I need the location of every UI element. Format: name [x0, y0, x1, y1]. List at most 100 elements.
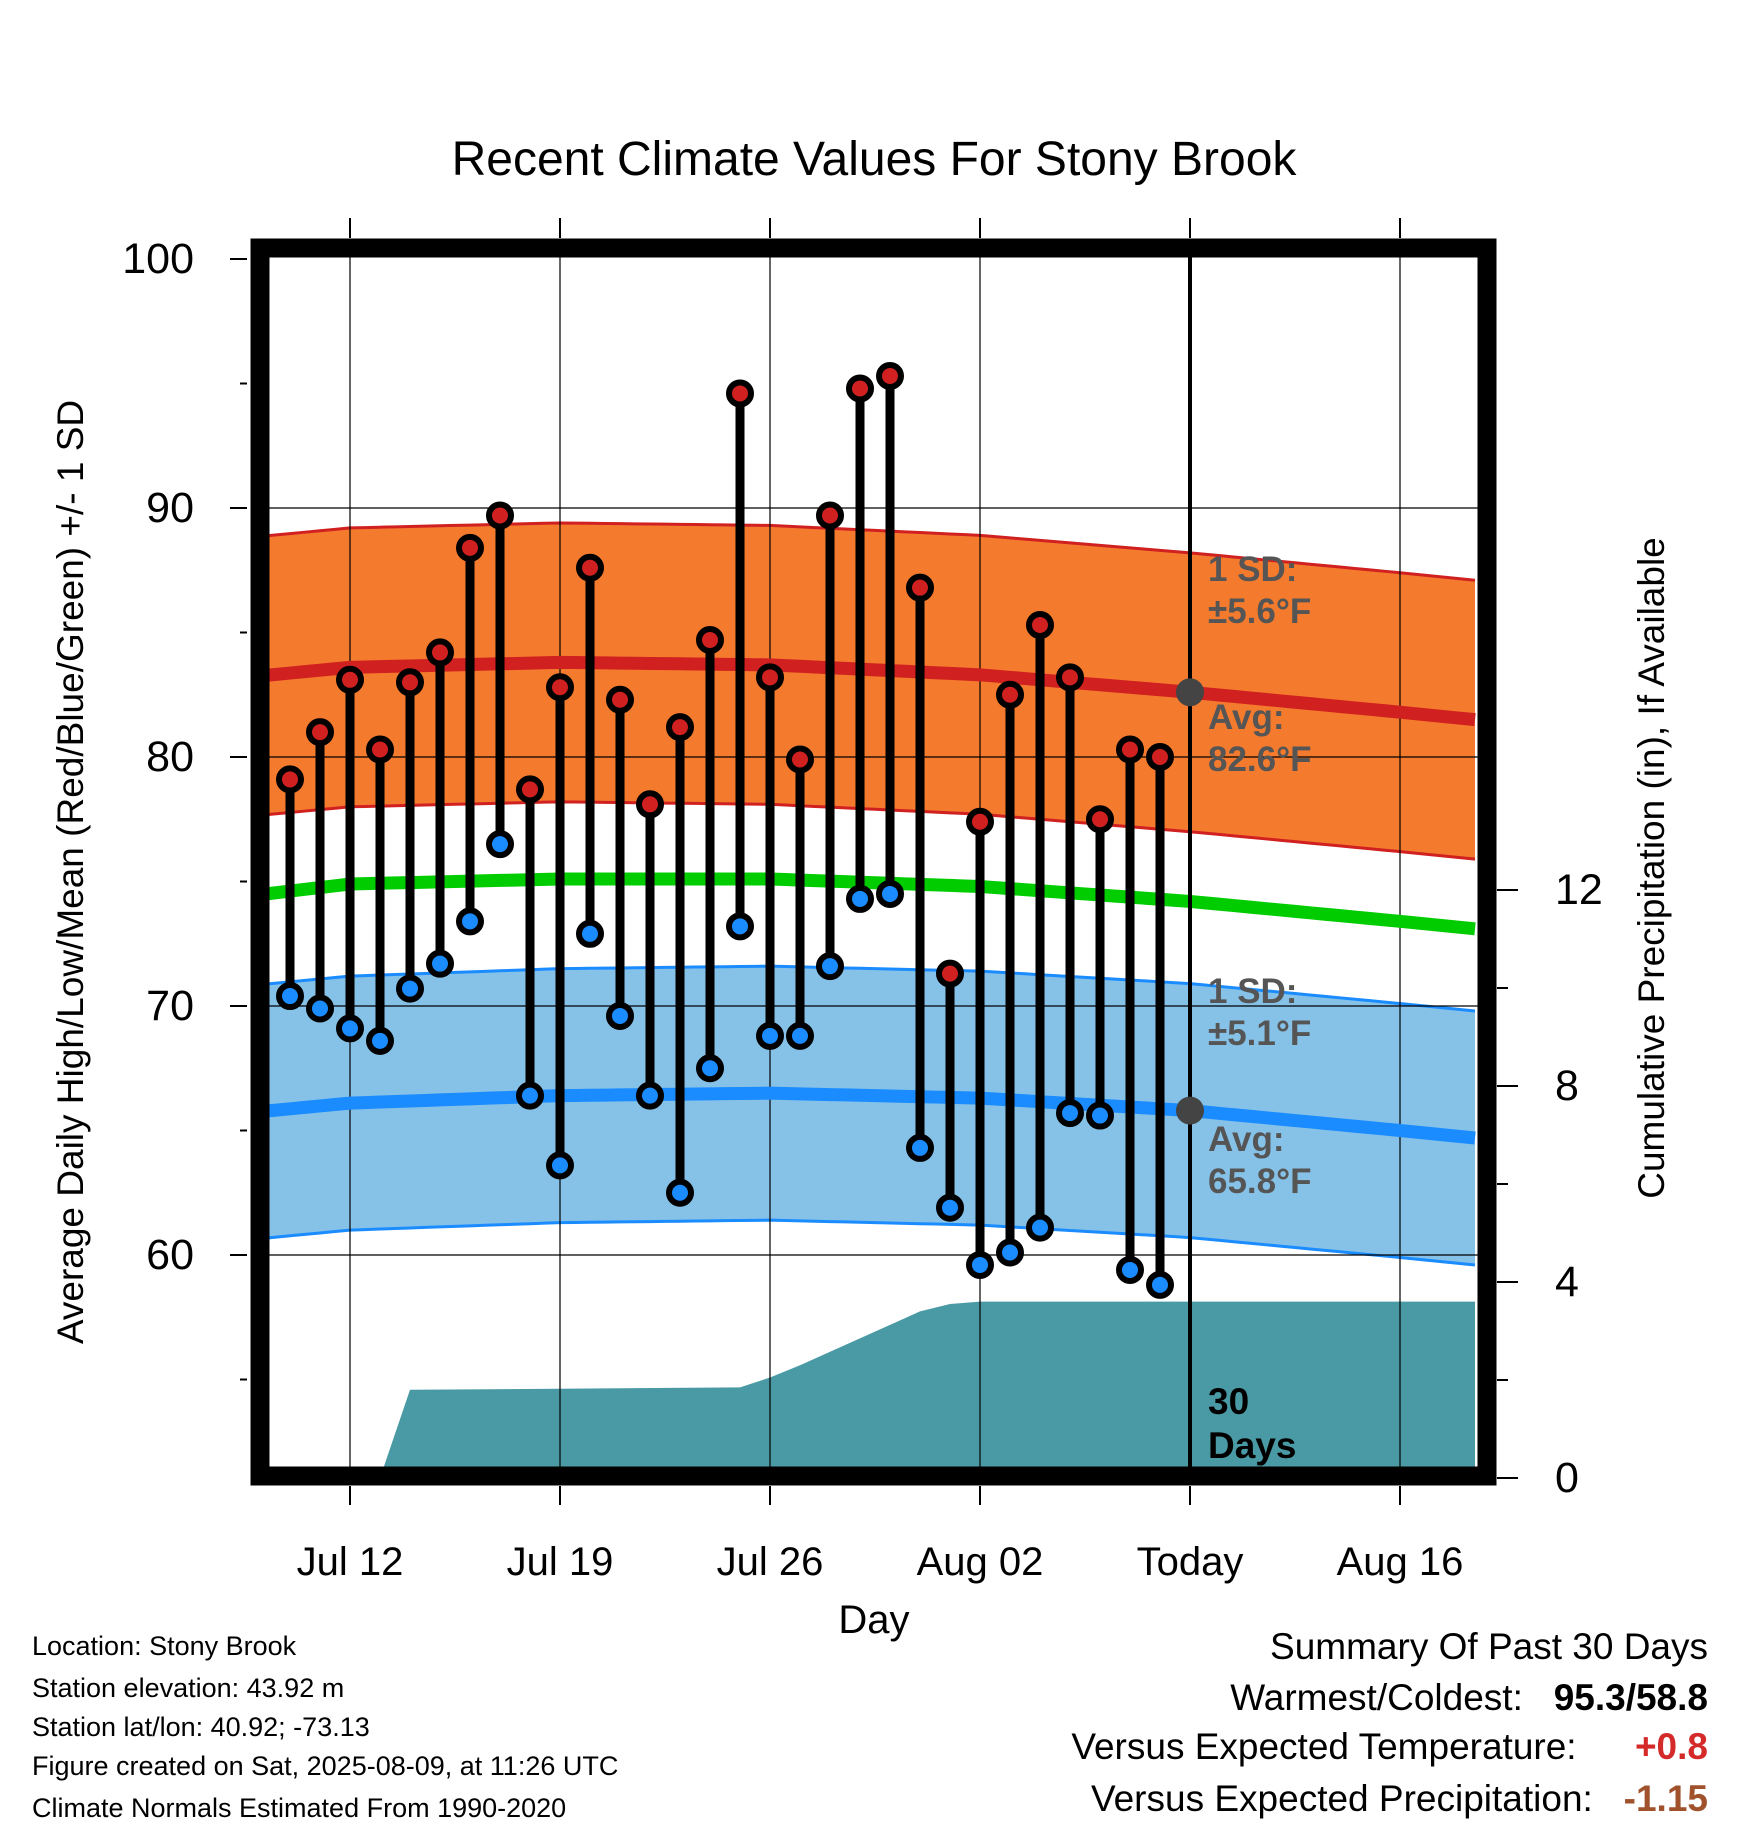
obs-low-point: [576, 919, 604, 948]
low-sd-band: [266, 966, 1475, 1265]
obs-low-point: [996, 1238, 1024, 1267]
obs-low-point: [846, 884, 874, 913]
obs-low-point: [606, 1001, 634, 1030]
right-axis-label: Cumulative Precipitation (in), If Availa…: [1631, 537, 1672, 1199]
right-tick-label: 12: [1555, 866, 1603, 914]
meta-created: Figure created on Sat, 2025-08-09, at 11…: [32, 1751, 619, 1781]
obs-high-point: [276, 765, 304, 794]
high-avg-annotation: Avg:: [1208, 698, 1284, 737]
obs-high-point: [906, 573, 934, 602]
low-sd-value-annotation: ±5.1°F: [1208, 1014, 1311, 1053]
low-sd-lower-line: [266, 1218, 1476, 1267]
left-tick-label: 90: [146, 484, 194, 532]
summary-temp-label: Versus Expected Temperature:: [1071, 1726, 1577, 1767]
summary-precip-label: Versus Expected Precipitation:: [1090, 1778, 1593, 1819]
summary-warmest-label: Warmest/Coldest:: [1230, 1677, 1523, 1718]
meta-latlon: Station lat/lon: 40.92; -73.13: [32, 1712, 370, 1742]
today-high-avg-marker: [1176, 678, 1204, 707]
obs-low-point: [336, 1014, 364, 1043]
obs-high-point: [1026, 611, 1054, 640]
obs-low-point: [456, 907, 484, 936]
obs-high-point: [696, 625, 724, 654]
chart-title: Recent Climate Values For Stony Brook: [452, 133, 1298, 186]
high-sd-band: [266, 522, 1475, 860]
obs-high-point: [996, 680, 1024, 709]
summary-precip-row: Versus Expected Precipitation: -1.15: [1091, 1780, 1708, 1817]
obs-high-point: [1146, 743, 1174, 771]
obs-low-point: [966, 1250, 994, 1279]
obs-low-point: [786, 1021, 814, 1050]
obs-low-point: [696, 1054, 724, 1083]
obs-high-point: [816, 501, 844, 530]
left-tick-label: 60: [146, 1231, 194, 1279]
left-tick-label: 80: [146, 733, 194, 781]
summary-title: Summary Of Past 30 Days: [1270, 1626, 1708, 1667]
obs-high-point: [546, 673, 574, 702]
obs-high-point: [366, 735, 394, 764]
obs-high-point: [456, 533, 484, 562]
x-tick-label: Aug 02: [917, 1540, 1044, 1584]
right-tick-label: 4: [1555, 1258, 1579, 1306]
obs-low-point: [636, 1081, 664, 1110]
obs-low-point: [306, 994, 334, 1023]
x-tick-label: Aug 16: [1337, 1540, 1464, 1584]
low-avg-value-annotation: 65.8°F: [1208, 1162, 1312, 1201]
plot-frame: [250, 238, 1497, 1486]
obs-low-point: [516, 1081, 544, 1110]
summary-precip-value: -1.15: [1623, 1778, 1708, 1819]
obs-low-point: [426, 949, 454, 978]
obs-low-point: [666, 1178, 694, 1207]
precip-area: [382, 1301, 1475, 1470]
obs-high-point: [486, 501, 514, 530]
low-sd-annotation: 1 SD:: [1208, 972, 1297, 1011]
today-low-avg-marker: [1176, 1096, 1204, 1125]
x-tick-label: Jul 12: [297, 1540, 404, 1584]
obs-low-point: [486, 830, 514, 859]
obs-high-point: [636, 790, 664, 819]
high-sd-value-annotation: ±5.6°F: [1208, 592, 1311, 631]
obs-low-point: [936, 1193, 964, 1222]
left-tick-label: 100: [122, 235, 194, 283]
right-tick-label: 8: [1555, 1062, 1579, 1110]
obs-low-point: [1026, 1213, 1054, 1242]
obs-low-point: [906, 1133, 934, 1162]
obs-low-point: [396, 974, 424, 1003]
obs-high-point: [336, 665, 364, 694]
meta-normals: Climate Normals Estimated From 1990-2020: [32, 1793, 567, 1823]
obs-high-point: [666, 713, 694, 742]
obs-high-point: [1056, 663, 1084, 692]
obs-high-point: [786, 745, 814, 774]
obs-high-point: [426, 638, 454, 667]
obs-high-point: [966, 807, 994, 836]
obs-low-point: [366, 1026, 394, 1055]
summary-temp-value: +0.8: [1634, 1726, 1708, 1767]
obs-high-point: [726, 379, 754, 408]
days-annotation-label: Days: [1208, 1425, 1296, 1466]
obs-high-point: [516, 775, 544, 804]
obs-high-point: [606, 685, 634, 714]
obs-low-point: [816, 952, 844, 981]
high-sd-annotation: 1 SD:: [1208, 550, 1297, 589]
obs-low-point: [1116, 1255, 1144, 1284]
obs-low-point: [726, 912, 754, 941]
left-axis-label: Average Daily High/Low/Mean (Red/Blue/Gr…: [50, 400, 91, 1344]
obs-low-point: [876, 879, 904, 908]
obs-low-point: [1146, 1270, 1174, 1299]
obs-high-point: [756, 663, 784, 692]
obs-low-point: [276, 982, 304, 1011]
summary-warmest-value: 95.3/58.8: [1553, 1677, 1708, 1718]
x-tick-label: Jul 19: [507, 1540, 614, 1584]
obs-high-point: [876, 362, 904, 391]
obs-low-point: [1056, 1099, 1084, 1128]
left-tick-label: 70: [146, 982, 194, 1030]
obs-high-point: [396, 668, 424, 697]
obs-low-point: [546, 1151, 574, 1180]
right-tick-label: 0: [1555, 1454, 1579, 1502]
meta-location: Location: Stony Brook: [32, 1631, 297, 1661]
x-tick-label: Jul 26: [717, 1540, 824, 1584]
obs-high-point: [576, 553, 604, 582]
high-avg-value-annotation: 82.6°F: [1208, 740, 1312, 779]
low-avg-line: [266, 1086, 1476, 1145]
